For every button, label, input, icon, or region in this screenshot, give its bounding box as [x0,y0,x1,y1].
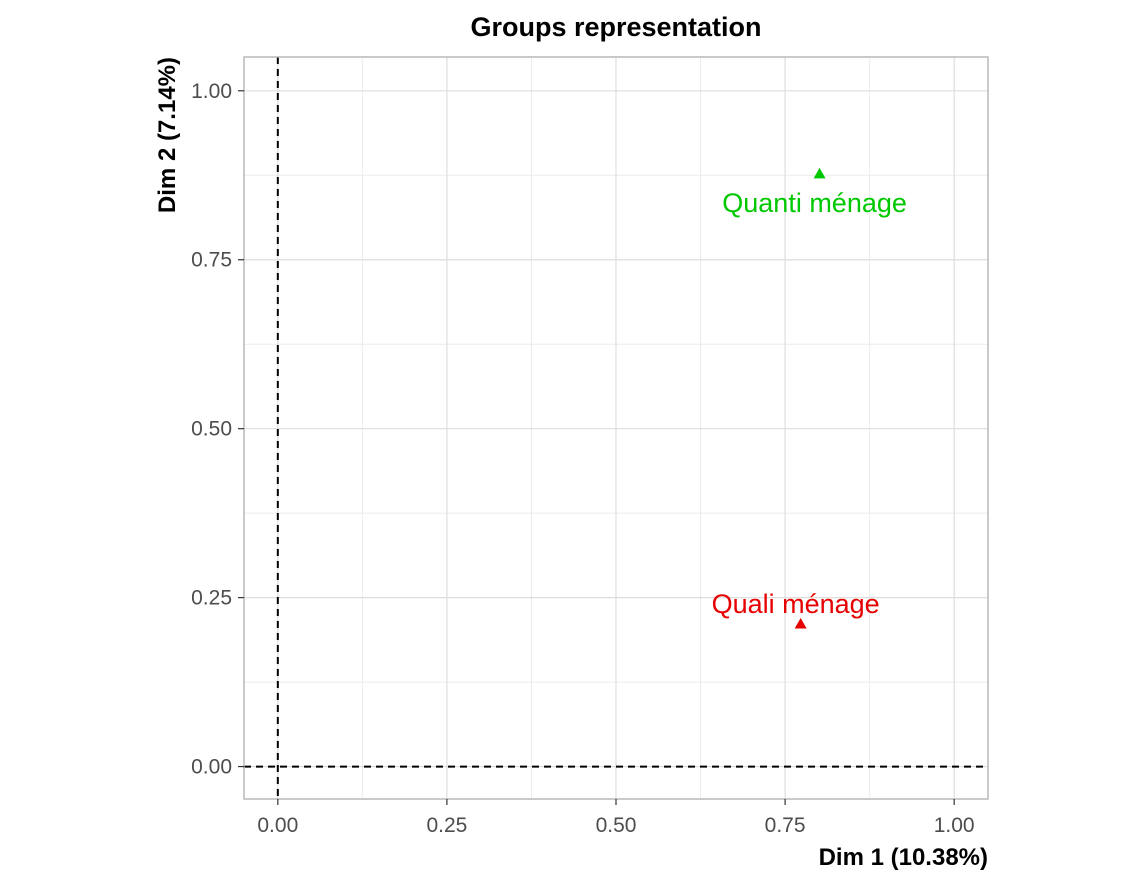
y-tick-label: 0.75 [191,249,232,272]
reference-lines [244,57,988,799]
y-tick-label: 0.00 [191,756,232,779]
x-axis-title: Dim 1 (10.38%) [819,844,988,871]
data-point-marker [813,167,826,179]
data-point-marker [794,617,807,629]
chart-title: Groups representation [470,12,761,42]
x-tick-label: 0.75 [765,814,806,837]
x-tick-label: 0.00 [257,814,298,837]
data-point-label: Quanti ménage [722,188,907,218]
x-tick-label: 0.50 [596,814,637,837]
y-tick-label: 0.25 [191,587,232,610]
y-tick-label: 1.00 [191,80,232,103]
x-tick-label: 1.00 [934,814,975,837]
y-axis-title: Dim 2 (7.14%) [154,57,181,213]
y-tick-label: 0.50 [191,418,232,441]
point-layer: Quanti ménage Quali ménage [712,167,907,629]
tick-layer: 0.00 0.25 0.50 0.75 1.00 0.00 0.25 0.50 0.75 1.00 [191,80,974,837]
x-tick-label: 0.25 [426,814,467,837]
data-point-label: Quali ménage [712,589,880,619]
grid-layer [244,57,988,799]
